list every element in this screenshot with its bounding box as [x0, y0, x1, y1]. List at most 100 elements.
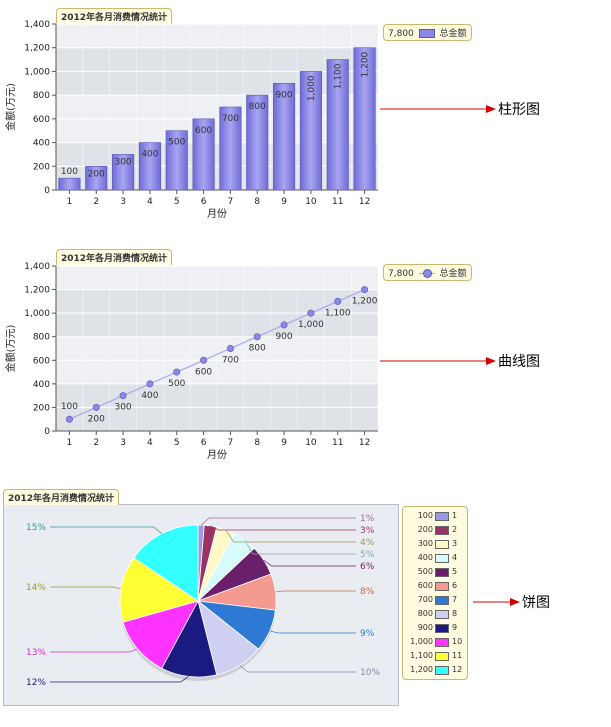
pie-chart: 1% 3% 4% 5% 6% 8% 9% 10% 12% 13% 14% 15%	[26, 514, 380, 688]
line-xtick-label: 10	[305, 438, 317, 448]
line-data-label: 500	[168, 379, 185, 389]
bar-legend-swatch-icon	[418, 29, 435, 38]
pie-legend-label: 9	[452, 623, 458, 632]
pie-percent-label: 9%	[360, 629, 375, 639]
line-series	[69, 289, 365, 420]
line-xtick-label: 11	[332, 438, 343, 448]
bar-y-axis-title: 金额(万元)	[4, 83, 17, 131]
pie-percent-label: 6%	[360, 562, 375, 572]
line-xtick-label: 6	[201, 438, 207, 448]
bar-data-label: 800	[249, 102, 266, 112]
pie-legend-label: 8	[452, 609, 458, 618]
line-point	[92, 403, 100, 411]
pie-legend-item: 500 5	[403, 566, 467, 579]
bar	[138, 142, 161, 191]
line-ytick-label: 400	[33, 380, 50, 390]
pie-legend-value: 600	[417, 581, 433, 590]
pie-slice	[119, 557, 199, 623]
line-y-axis-title: 金额(万元)	[4, 325, 17, 373]
pie-legend-item: 1,200 12	[403, 664, 467, 677]
bar-xtick-label: 7	[228, 197, 234, 207]
line-ytick-label: 1,400	[24, 262, 50, 272]
bar-xtick-label: 10	[305, 197, 317, 207]
pie-percent-label: 1%	[360, 514, 375, 524]
pie-legend-item: 700 7	[403, 594, 467, 607]
pie-legend-label: 3	[452, 539, 458, 548]
line-point	[334, 297, 342, 305]
pie-legend-item: 1,000 10	[403, 636, 467, 649]
line-point	[200, 356, 208, 364]
line-chart-annotation: 曲线图	[498, 354, 540, 370]
pie-legend-value: 400	[417, 553, 433, 562]
pie-legend-value: 800	[417, 609, 433, 618]
bar-data-label: 100	[61, 167, 78, 177]
line-xtick-label: 5	[174, 438, 180, 448]
pie-legend-swatch-icon	[435, 568, 449, 577]
line-legend-value: 7,800	[388, 269, 414, 279]
pie-leader-line	[225, 529, 356, 543]
line-xtick-label: 7	[228, 438, 234, 448]
pie-legend-swatch-icon	[435, 512, 449, 521]
pie-percent-label: 5%	[360, 550, 375, 560]
bar-xtick-label: 6	[201, 197, 207, 207]
bar-data-label: 1,000	[307, 75, 317, 101]
bar	[219, 106, 242, 191]
line-data-label: 1,000	[298, 320, 324, 330]
pie-leader-line	[50, 586, 122, 590]
bar-xtick-label: 1	[67, 197, 73, 207]
bar-data-label: 300	[114, 157, 131, 167]
pie-legend-value: 200	[417, 525, 433, 534]
bar	[246, 94, 269, 191]
pie-legend-item: 300 3	[403, 538, 467, 551]
line-ytick-label: 200	[33, 403, 50, 413]
pie-legend-item: 1,100 11	[403, 650, 467, 663]
line-point	[226, 345, 234, 353]
pie-chart-legend: 100 1 200 2 300 3 400 4 500 5 600 6 700 7 800 8 900 9 1,00…	[402, 506, 468, 680]
bar-ytick-label: 1,000	[24, 67, 50, 77]
line-point	[146, 380, 154, 388]
pie-legend-swatch-icon	[435, 526, 449, 535]
bar-data-label: 1,100	[334, 63, 344, 89]
bar-chart-legend: 7,800 总金额	[383, 24, 472, 41]
bar-xtick-label: 11	[332, 197, 343, 207]
line-chart-title: 2012年各月消费情况统计	[56, 249, 173, 265]
pie-legend-swatch-icon	[435, 624, 449, 633]
bar-chart-title: 2012年各月消费情况统计	[56, 8, 173, 24]
pie-chart-panel: 2012年各月消费情况统计 1% 3% 4% 5% 6% 8% 9% 10% 12% 13% 14%…	[0, 484, 611, 727]
bar	[273, 82, 296, 191]
pie-percent-label: 14%	[26, 583, 46, 593]
line-ytick-label: 1,200	[24, 286, 50, 296]
line-data-label: 200	[88, 414, 105, 424]
line-chart-panel: 2012年各月消费情况统计 0 200 400 600 800 1,000 1,200 1,4…	[0, 240, 611, 470]
pie-legend-label: 10	[452, 637, 463, 646]
bar-data-label: 600	[195, 126, 212, 136]
pie-legend-swatch-icon	[435, 638, 449, 647]
pie-leader-line	[263, 560, 356, 567]
pie-legend-swatch-icon	[435, 540, 449, 549]
pie-legend-swatch-icon	[435, 652, 449, 661]
pie-legend-item: 900 9	[403, 622, 467, 635]
pie-legend-label: 6	[452, 581, 458, 590]
pie-percent-label: 8%	[360, 587, 375, 597]
bar-legend-value: 7,800	[388, 29, 414, 39]
line-xtick-label: 3	[120, 438, 126, 448]
bar-ytick-label: 1,400	[24, 20, 50, 30]
pie-leader-line	[244, 540, 356, 555]
pie-chart-title: 2012年各月消费情况统计	[3, 489, 120, 505]
bar-xtick-label: 4	[147, 197, 153, 207]
pie-leader-line	[275, 590, 356, 593]
bar	[192, 118, 215, 191]
pie-legend-value: 700	[417, 595, 433, 604]
pie-legend-item: 100 1	[403, 510, 467, 523]
pie-leader-line	[50, 526, 162, 534]
pie-legend-swatch-icon	[435, 554, 449, 563]
pie-leader-line	[50, 676, 189, 683]
line-point	[307, 309, 315, 317]
bar-xtick-label: 2	[93, 197, 99, 207]
line-xtick-label: 8	[254, 438, 260, 448]
line-data-label: 900	[275, 332, 292, 342]
line-xtick-label: 4	[147, 438, 153, 448]
line-data-label: 300	[114, 403, 131, 413]
